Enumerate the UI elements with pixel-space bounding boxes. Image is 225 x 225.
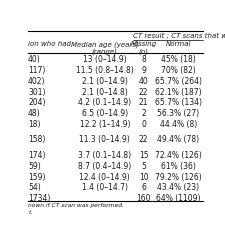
Text: 8: 8 xyxy=(141,55,146,64)
Text: nown if CT scan was performed.: nown if CT scan was performed. xyxy=(28,203,124,208)
Text: 15: 15 xyxy=(139,151,148,160)
Text: 6: 6 xyxy=(141,183,146,192)
Text: 59): 59) xyxy=(28,162,41,171)
Text: 65.7% (264): 65.7% (264) xyxy=(155,76,202,86)
Text: 65.7% (134): 65.7% (134) xyxy=(155,98,202,107)
Text: 10: 10 xyxy=(139,173,148,182)
Text: ion who had: ion who had xyxy=(28,41,71,47)
Text: 402): 402) xyxy=(28,76,46,86)
Text: 12.2 (1–14.9): 12.2 (1–14.9) xyxy=(80,120,130,129)
Text: 49.4% (78): 49.4% (78) xyxy=(158,135,200,144)
Text: 18): 18) xyxy=(28,120,41,129)
Text: 11.3 (0–14.9): 11.3 (0–14.9) xyxy=(79,135,130,144)
Text: 3.7 (0.1–14.8): 3.7 (0.1–14.8) xyxy=(78,151,131,160)
Text: 40): 40) xyxy=(28,55,41,64)
Text: 12.4 (0–14.9): 12.4 (0–14.9) xyxy=(79,173,130,182)
Text: CT result ; CT scans that we: CT result ; CT scans that we xyxy=(133,32,225,38)
Text: 4.2 (0.1–14.9): 4.2 (0.1–14.9) xyxy=(78,98,131,107)
Text: 48): 48) xyxy=(28,109,41,118)
Text: 72.4% (126): 72.4% (126) xyxy=(155,151,202,160)
Text: 5: 5 xyxy=(141,162,146,171)
Text: 70% (82): 70% (82) xyxy=(161,66,196,75)
Text: 1734): 1734) xyxy=(28,194,50,203)
Text: Median age (years)
(range): Median age (years) (range) xyxy=(71,41,139,55)
Text: 174): 174) xyxy=(28,151,46,160)
Text: 117): 117) xyxy=(28,66,45,75)
Text: 43.4% (23): 43.4% (23) xyxy=(158,183,200,192)
Text: 301): 301) xyxy=(28,88,46,97)
Text: 45% (18): 45% (18) xyxy=(161,55,196,64)
Text: 13 (0–14.9): 13 (0–14.9) xyxy=(83,55,127,64)
Text: 64% (1109): 64% (1109) xyxy=(156,194,201,203)
Text: 79.2% (126): 79.2% (126) xyxy=(155,173,202,182)
Text: 2.1 (0–14.8): 2.1 (0–14.8) xyxy=(82,88,128,97)
Text: t.: t. xyxy=(28,210,32,215)
Text: 1.4 (0–14.7): 1.4 (0–14.7) xyxy=(82,183,128,192)
Text: 40: 40 xyxy=(139,76,148,86)
Text: Normal: Normal xyxy=(166,41,191,47)
Text: 9: 9 xyxy=(141,66,146,75)
Text: 6.5 (0–14.9): 6.5 (0–14.9) xyxy=(82,109,128,118)
Text: 22: 22 xyxy=(139,135,148,144)
Text: 8.7 (0.4–14.9): 8.7 (0.4–14.9) xyxy=(78,162,131,171)
Text: 158): 158) xyxy=(28,135,45,144)
Text: 160: 160 xyxy=(136,194,151,203)
Text: 2.1 (0–14.9): 2.1 (0–14.9) xyxy=(82,76,128,86)
Text: 61% (36): 61% (36) xyxy=(161,162,196,171)
Text: 56.3% (27): 56.3% (27) xyxy=(158,109,200,118)
Text: 0: 0 xyxy=(141,120,146,129)
Text: 54): 54) xyxy=(28,183,41,192)
Text: 2: 2 xyxy=(141,109,146,118)
Text: 21: 21 xyxy=(139,98,148,107)
Text: 11.5 (0.8–14.8): 11.5 (0.8–14.8) xyxy=(76,66,134,75)
Text: 62.1% (187): 62.1% (187) xyxy=(155,88,202,97)
Text: 22: 22 xyxy=(139,88,148,97)
Text: 159): 159) xyxy=(28,173,46,182)
Text: Missing
(n): Missing (n) xyxy=(130,41,157,55)
Text: 44.4% (8): 44.4% (8) xyxy=(160,120,197,129)
Text: 204): 204) xyxy=(28,98,46,107)
